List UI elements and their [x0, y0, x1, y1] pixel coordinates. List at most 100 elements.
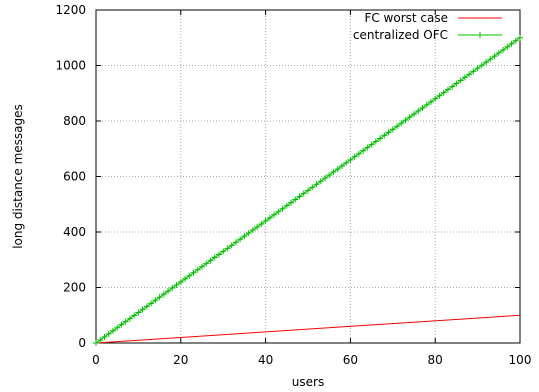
data-point [487, 56, 494, 63]
series-1 [95, 314, 521, 344]
data-point [207, 257, 214, 264]
data-point [427, 98, 434, 105]
data-point [321, 175, 328, 182]
data-point [143, 303, 150, 310]
data-point [453, 80, 460, 87]
y-tick-label: 400 [63, 225, 86, 239]
data-point [423, 101, 430, 108]
data-point [169, 285, 176, 292]
data-point [266, 214, 273, 221]
data-point [262, 217, 269, 224]
data-point [360, 147, 367, 154]
data-point [347, 156, 354, 163]
data-point [305, 187, 311, 194]
data-point [182, 275, 189, 282]
data-point [220, 248, 227, 255]
data-point [372, 138, 379, 145]
data-point [398, 120, 405, 127]
data-point [152, 297, 159, 304]
data-point [292, 196, 299, 203]
data-point [440, 89, 447, 96]
legend-marker [477, 32, 483, 38]
data-point [237, 236, 244, 243]
data-point [258, 220, 265, 227]
data-point [118, 321, 125, 328]
data-point [457, 77, 464, 84]
data-point [415, 108, 422, 115]
data-point [466, 71, 473, 78]
y-tick-label: 200 [63, 281, 86, 295]
y-tick-label: 1200 [55, 3, 86, 17]
data-point [385, 129, 392, 136]
data-point [491, 53, 498, 60]
data-point [419, 104, 426, 111]
data-point [288, 199, 295, 206]
data-point [330, 169, 337, 176]
data-point [470, 68, 477, 75]
data-point [355, 150, 362, 157]
x-tick-label: 80 [428, 353, 443, 367]
y-tick-label: 800 [63, 114, 86, 128]
data-point [394, 123, 401, 130]
data-point [364, 144, 371, 151]
data-point [275, 208, 282, 215]
x-tick-label: 60 [343, 353, 358, 367]
data-point [517, 34, 523, 41]
series-layer [93, 34, 523, 346]
x-tick-label: 40 [258, 353, 273, 367]
data-point [495, 50, 502, 57]
legend-label: centralized OFC [353, 28, 448, 42]
data-point [139, 306, 146, 313]
x-tick-label: 0 [92, 353, 100, 367]
data-point [389, 126, 396, 133]
series-line [95, 314, 521, 344]
data-point [165, 288, 172, 295]
x-tick-label: 20 [173, 353, 188, 367]
data-point [377, 135, 384, 142]
data-point [177, 278, 184, 285]
data-point [504, 43, 511, 50]
data-point [317, 178, 324, 185]
data-point [228, 242, 235, 249]
data-point [478, 62, 485, 69]
y-tick-label: 0 [78, 336, 86, 350]
data-point [402, 117, 409, 124]
data-point [232, 239, 239, 246]
data-point [190, 269, 197, 276]
data-point [279, 205, 286, 212]
data-point [368, 141, 375, 148]
data-point [500, 46, 507, 53]
data-point [160, 291, 167, 298]
data-point [351, 153, 358, 160]
data-point [241, 233, 248, 240]
data-point [309, 184, 316, 191]
data-point [249, 227, 256, 234]
data-point [105, 330, 112, 337]
data-point [109, 327, 116, 334]
data-point [194, 266, 201, 273]
data-point [156, 294, 163, 301]
data-point [474, 65, 481, 72]
data-point [406, 114, 413, 121]
data-point [300, 190, 307, 197]
data-point [211, 254, 218, 261]
data-point [254, 224, 261, 231]
data-point [245, 230, 252, 237]
data-point [114, 324, 121, 331]
data-point [313, 181, 320, 188]
data-point [411, 111, 417, 118]
data-point [432, 95, 439, 102]
data-point [436, 92, 443, 99]
data-point [461, 74, 468, 81]
x-tick-label: 100 [509, 353, 532, 367]
y-axis-label: long distance messages [11, 104, 25, 249]
data-point [483, 59, 490, 66]
data-point [334, 166, 341, 173]
data-point [271, 211, 278, 218]
data-point [338, 162, 345, 169]
data-point [101, 333, 108, 340]
data-point [173, 282, 180, 289]
data-point [135, 309, 142, 316]
